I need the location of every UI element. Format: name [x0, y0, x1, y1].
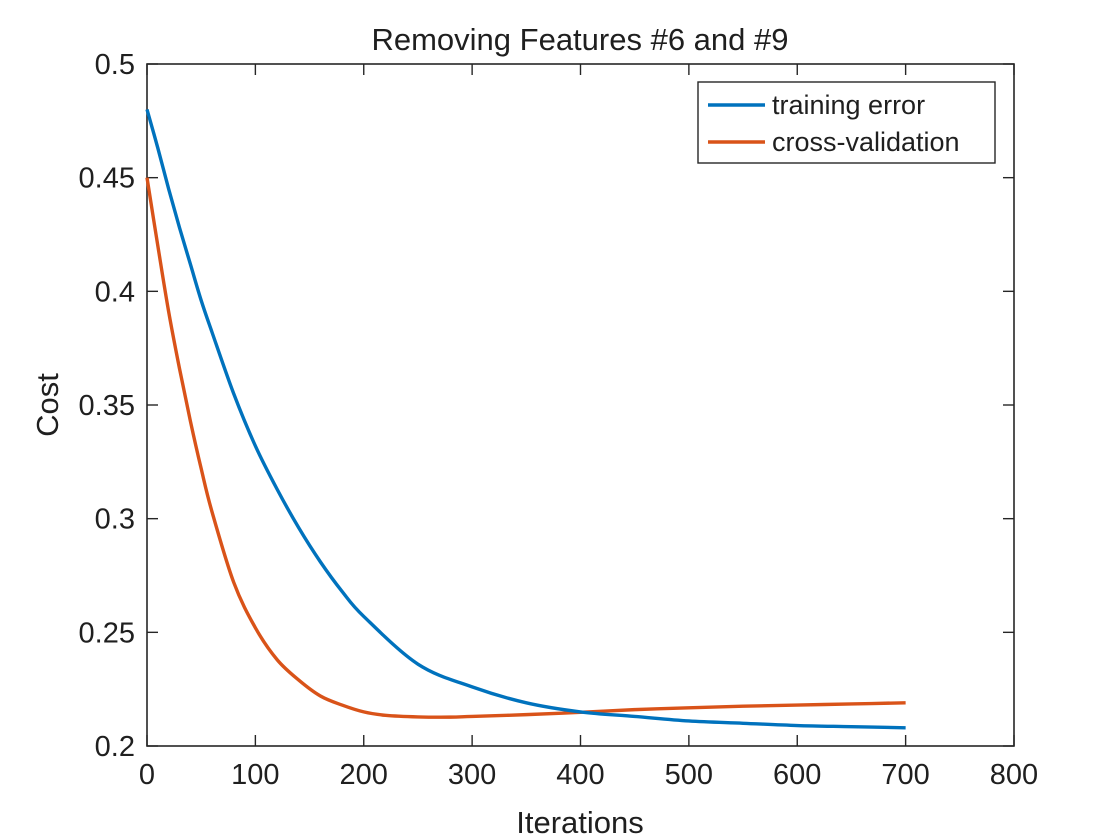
- x-tick-label: 200: [340, 759, 388, 791]
- series-line-cross-validation: [145, 177, 906, 719]
- y-axis-title: Cost: [30, 373, 65, 437]
- y-tick-label: 0.2: [95, 731, 135, 763]
- plot-area: 0 100 200 300 400 500 600 700 800 0.2 0.25 0.3 0.35 0…: [79, 49, 1039, 791]
- series-line-training-error: [145, 109, 906, 730]
- chart-title: Removing Features #6 and #9: [371, 22, 788, 57]
- x-tick-label: 700: [881, 759, 929, 791]
- legend-box: [697, 81, 996, 164]
- y-tick-label: 0.3: [95, 504, 135, 536]
- y-tick-label: 0.35: [79, 390, 135, 422]
- legend-label: training error: [772, 90, 925, 120]
- x-tick-label: 400: [556, 759, 604, 791]
- y-tick-label: 0.4: [95, 276, 135, 308]
- x-tick-label: 0: [139, 759, 155, 791]
- x-axis-title: Iterations: [516, 805, 644, 840]
- y-tick-label: 0.25: [79, 617, 135, 649]
- legend-label: cross-validation: [772, 127, 960, 157]
- x-tick-label: 600: [773, 759, 821, 791]
- legend: training error cross-validation: [697, 81, 996, 164]
- y-tick-label: 0.5: [95, 49, 135, 81]
- x-tick-label: 100: [231, 759, 279, 791]
- x-tick-label: 300: [448, 759, 496, 791]
- x-tick-label: 500: [665, 759, 713, 791]
- x-tick-label: 800: [990, 759, 1038, 791]
- y-tick-label: 0.45: [79, 163, 135, 195]
